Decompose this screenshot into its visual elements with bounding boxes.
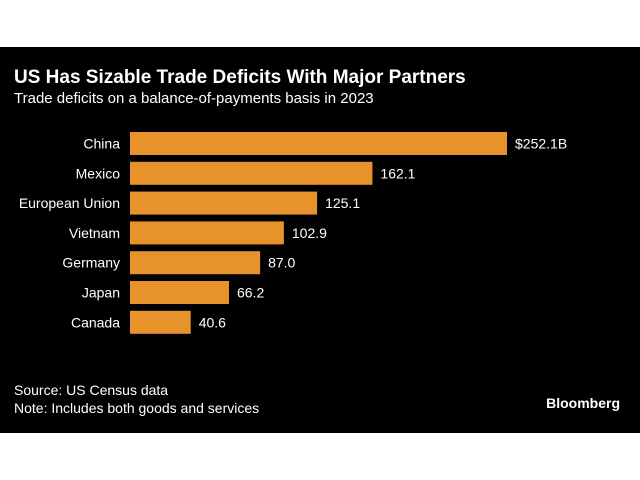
category-label: Vietnam: [69, 225, 120, 241]
chart-panel: US Has Sizable Trade Deficits With Major…: [0, 47, 640, 433]
category-label: Germany: [62, 255, 120, 271]
category-label: China: [83, 136, 120, 152]
category-label: European Union: [19, 195, 120, 211]
bloomberg-logo: Bloomberg: [546, 395, 620, 411]
bar: [130, 310, 191, 334]
category-label: Canada: [71, 314, 120, 330]
value-label: 125.1: [325, 195, 360, 211]
category-label: Mexico: [76, 165, 121, 181]
bar-chart: China $252.1B Mexico 162.1 European Union 125…: [19, 132, 567, 334]
value-label: 40.6: [199, 314, 226, 330]
value-label: 87.0: [268, 255, 295, 271]
bar: [130, 191, 318, 215]
chart-title: US Has Sizable Trade Deficits With Major…: [14, 67, 466, 88]
bar: [130, 132, 507, 155]
value-label: 162.1: [380, 165, 415, 181]
bar: [130, 161, 373, 185]
value-label: 102.9: [292, 225, 327, 241]
methodology-note: Note: Includes both goods and services: [14, 400, 260, 416]
chart-subtitle: Trade deficits on a balance-of-payments …: [14, 90, 374, 107]
value-label: 66.2: [237, 285, 264, 301]
bar: [130, 281, 229, 304]
chart-footer: Source: US Census data Note: Includes bo…: [14, 381, 259, 417]
category-label: Japan: [82, 285, 120, 301]
bar: [130, 251, 261, 275]
value-label: $252.1B: [515, 136, 567, 152]
source-note: Source: US Census data: [14, 382, 169, 398]
bar: [130, 221, 284, 245]
